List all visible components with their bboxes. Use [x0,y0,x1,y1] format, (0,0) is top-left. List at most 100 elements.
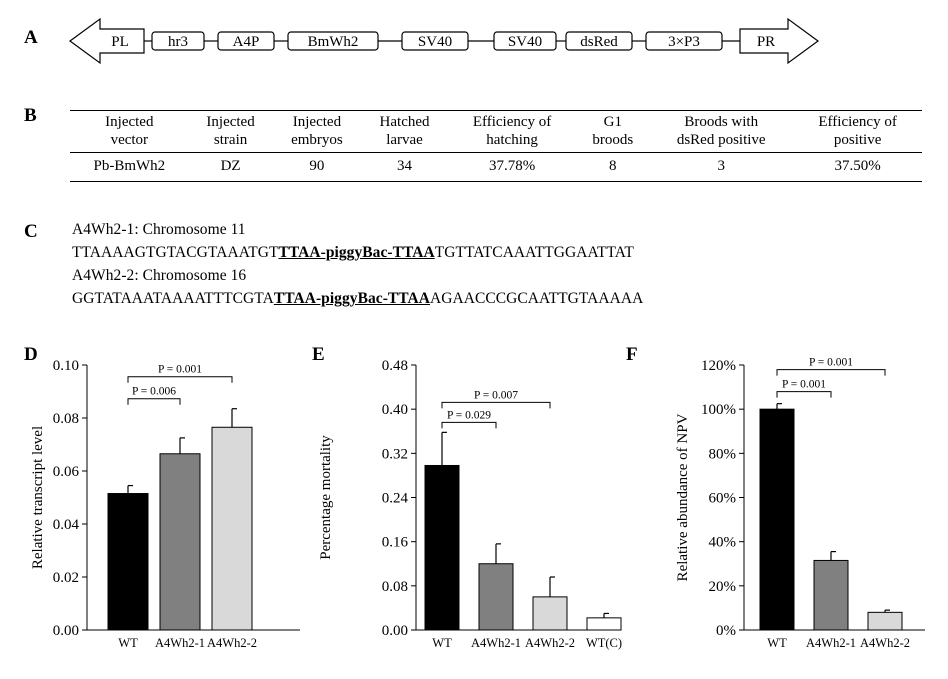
flank-left-1: TTAAAAGTGTACGTAAATGT [72,244,279,261]
pr-arrow [739,17,820,65]
construct-label-sv40-1: SV40 [418,34,452,50]
significance-bracket [441,421,497,429]
significance-bracket [127,398,181,405]
insertion-sequence-2: GGTATAAATAAAATTTCGTATTAA-piggyBac-TTAAAG… [72,290,643,308]
header-broods-dsred: Broods with dsRed positive [649,110,794,153]
header-efficiency-hatching: Efficiency of hatching [447,110,577,153]
header-line: Injected [105,114,154,130]
header-line: Hatched [379,114,430,130]
y-tick-label: 80% [709,446,737,462]
table-cell: 8 [576,152,650,182]
y-axis-title: Percentage mortality [318,435,334,560]
table-cell: 34 [361,152,448,182]
x-tick-label: A4Wh2-2 [860,636,910,650]
header-line: strain [213,132,248,148]
header-line: positive [833,132,882,148]
header-line: dsRed positive [676,132,766,148]
panel-label-f: F [626,344,638,365]
piggybac-insert-1: TTAA-piggyBac-TTAA [278,244,435,261]
construct-label-dsred: dsRed [580,34,618,50]
y-tick-label: 60% [709,491,737,507]
header-line: G1 [603,114,622,130]
header-line: broods [592,132,634,148]
y-tick-label: 0.08 [382,579,408,595]
chart-e-mortality: 0.00 0.08 0.16 0.24 0.32 0.40 0.48 Percentage m… [318,358,622,650]
insertion-title-2: A4Wh2-2: Chromosome 16 [72,267,247,284]
header-line: Injected [206,114,255,130]
insertion-title-1: A4Wh2-1: Chromosome 11 [72,221,246,238]
x-tick-label: A4Wh2-1 [155,636,205,650]
insertion-sequence-1: TTAAAAGTGTACGTAAATGTTTAA-piggyBac-TTAATG… [72,244,634,262]
header-line: Broods with [684,114,759,130]
panel-label-e: E [312,344,325,365]
bar [211,426,253,631]
header-hatched-larvae: Hatched larvae [361,110,448,153]
significance-bracket [776,369,886,376]
header-line: larvae [386,132,423,148]
bar [759,408,795,631]
y-tick-label: 100% [701,402,736,418]
panel-label-b: B [24,105,37,126]
p-value-label: P = 0.001 [809,357,853,369]
x-tick-label: WT [767,636,787,650]
piggybac-insert-2: TTAA-piggyBac-TTAA [273,290,431,307]
y-tick-label: 0.16 [382,535,409,551]
significance-bracket [127,376,233,383]
header-injected-embryos: Injected embryos [272,110,362,153]
significance-bracket [441,401,551,409]
table-cell: 90 [272,152,362,182]
chart-f-npv: 0% 20% 40% 60% 80% 100% 120% Relative abundance… [675,357,925,650]
p-value-label: P = 0.001 [158,364,202,376]
y-axis-title: Relative transcript level [30,426,46,569]
table-cell: DZ [188,152,273,182]
x-tick-label: A4Wh2-2 [525,636,575,650]
significance-bracket [776,391,832,398]
construct-label-hr3: hr3 [168,34,188,50]
bar [159,453,201,631]
pr-label: PR [757,34,775,50]
x-tick-label: A4Wh2-1 [806,636,856,650]
bar [867,611,903,631]
y-tick-label: 40% [709,535,737,551]
table-row: Pb-BmWh2 DZ 90 34 37.78% 8 3 37.50% [70,152,922,182]
y-tick-label: 0.08 [53,411,79,427]
y-tick-label: 0.24 [382,491,409,507]
bar [813,559,849,631]
table-cell: 37.78% [447,152,577,182]
construct-label-3xp3: 3×P3 [668,34,700,50]
construct-diagram: PL hr3 A4P BmWh2 SV40 SV40 dsRed 3×P3 PR [68,17,820,65]
construct-label-sv40-2: SV40 [508,34,542,50]
p-value-label: P = 0.001 [782,379,826,391]
header-line: embryos [291,132,343,148]
y-tick-label: 0.06 [53,464,80,480]
x-tick-label: WT(C) [586,636,622,650]
p-value-label: P = 0.006 [132,386,176,398]
x-tick-label: WT [118,636,138,650]
y-tick-label: 20% [709,579,737,595]
x-tick-label: A4Wh2-2 [207,636,257,650]
header-line: Injected [292,114,342,130]
table-cell: 37.50% [793,152,922,182]
x-tick-label: A4Wh2-1 [471,636,521,650]
panel-label-d: D [24,344,38,365]
y-tick-label: 0.04 [53,517,80,533]
y-tick-label: 0.48 [382,358,408,374]
y-axis-title: Relative abundance of NPV [675,413,691,581]
construct-label-bmwh2: BmWh2 [308,34,359,50]
panel-label-c: C [24,221,38,242]
header-injected-vector: Injected vector [70,110,189,153]
header-line: Efficiency of [472,114,552,130]
y-tick-label: 0.32 [382,446,408,462]
p-value-label: P = 0.029 [447,409,491,421]
y-tick-label: 0% [716,623,736,639]
bar [424,464,460,631]
pl-label: PL [111,34,129,50]
y-tick-label: 0.00 [53,623,79,639]
header-line: hatching [486,132,538,148]
bar [532,596,568,631]
flank-right-1: TGTTATCAAATTGGAATTAT [434,244,634,261]
p-value-label: P = 0.007 [474,389,518,401]
y-tick-label: 0.02 [53,570,79,586]
y-tick-label: 0.40 [382,402,408,418]
transgenic-table: Injected vector Injected strain Injected em… [70,110,922,182]
